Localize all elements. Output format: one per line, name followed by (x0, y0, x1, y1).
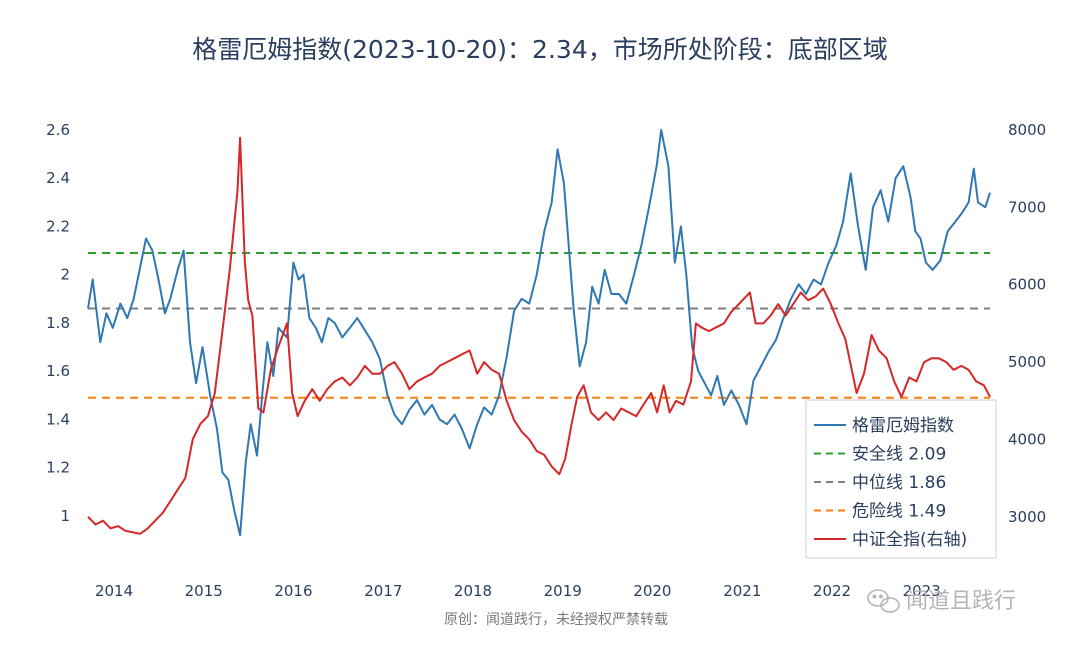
left-axis: 1 1.2 1.4 1.6 1.8 2 2.2 2.4 2.6 (46, 121, 70, 525)
right-tick-label: 7000 (1008, 198, 1046, 216)
csi-all-index-line (87, 136, 991, 535)
legend-label: 中证全指(右轴) (852, 530, 967, 550)
right-axis: 3000 4000 5000 6000 7000 8000 (1008, 121, 1046, 526)
watermark: 闻道且践行 (867, 589, 1016, 614)
x-tick-label: 2023 (903, 582, 941, 600)
left-tick-label: 2.4 (46, 169, 70, 187)
right-tick-label: 5000 (1008, 353, 1046, 371)
graham-index-line (87, 129, 991, 537)
x-tick-label: 2016 (274, 582, 312, 600)
x-tick-label: 2020 (633, 582, 671, 600)
right-tick-label: 8000 (1008, 121, 1046, 139)
legend-label: 格雷厄姆指数 (852, 416, 954, 436)
x-tick-label: 2021 (723, 582, 761, 600)
wechat-icon (867, 589, 900, 613)
watermark-text: 闻道且践行 (906, 589, 1016, 614)
legend-label: 危险线 1.49 (852, 502, 946, 522)
x-tick-label: 2022 (813, 582, 851, 600)
left-tick-label: 1.8 (46, 314, 70, 332)
series-lines (87, 129, 991, 537)
right-tick-label: 4000 (1008, 430, 1046, 448)
x-tick-label: 2017 (364, 582, 402, 600)
left-tick-label: 2.6 (46, 121, 70, 139)
chart-title: 格雷厄姆指数(2023-10-20)：2.34，市场所处阶段：底部区域 (192, 35, 887, 64)
footer-note: 原创：闻道践行，未经授权严禁转载 (444, 612, 668, 628)
left-tick-label: 1.2 (46, 459, 70, 477)
x-tick-label: 2019 (544, 582, 582, 600)
left-tick-label: 1.6 (46, 362, 70, 380)
left-tick-label: 2 (60, 266, 70, 284)
x-tick-label: 2014 (95, 582, 133, 600)
reference-lines (88, 252, 990, 399)
legend-label: 安全线 2.09 (852, 445, 946, 465)
x-tick-label: 2018 (454, 582, 492, 600)
left-tick-label: 2.2 (46, 217, 70, 235)
legend-box (805, 399, 997, 559)
x-axis: 2014 2015 2016 2017 2018 2019 2020 2021 2022 2023 (95, 582, 941, 600)
right-tick-label: 6000 (1008, 276, 1046, 294)
left-tick-label: 1.4 (46, 410, 70, 428)
right-tick-label: 3000 (1008, 508, 1046, 526)
left-tick-label: 1 (60, 507, 70, 525)
x-tick-label: 2015 (185, 582, 223, 600)
legend-label: 中位线 1.86 (852, 473, 946, 493)
